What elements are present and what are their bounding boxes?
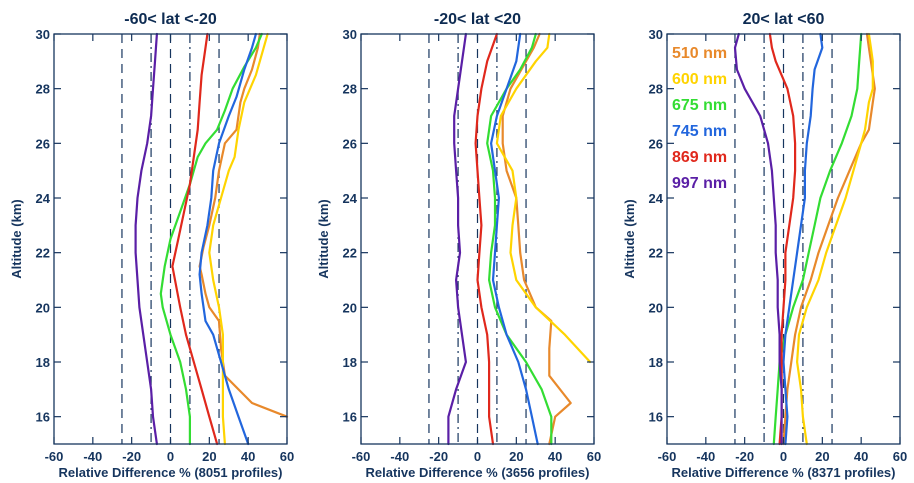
y-tick-label: 16 (36, 410, 50, 425)
series-line-869-nm (768, 32, 797, 446)
panel-1 (53, 32, 289, 446)
x-axis-label: Relative Difference % (8371 profiles) (672, 465, 896, 480)
y-tick-label: 20 (343, 300, 357, 315)
series-line-600-nm (796, 32, 874, 446)
series-line-675-nm (159, 32, 263, 446)
chart-title: -20< lat <20 (434, 11, 521, 28)
y-tick-label: 28 (649, 82, 663, 97)
x-tick-label: 60 (893, 449, 907, 464)
y-tick-label: 20 (649, 300, 663, 315)
x-tick-label: 0 (474, 449, 481, 464)
series-line-510-nm (782, 32, 876, 446)
y-tick-label: 16 (649, 410, 663, 425)
y-tick-label: 26 (649, 136, 663, 151)
x-tick-label: 40 (854, 449, 868, 464)
x-tick-label: 40 (241, 449, 255, 464)
y-tick-label: 24 (36, 191, 51, 206)
y-tick-label: 24 (649, 191, 664, 206)
x-tick-label: -20 (735, 449, 754, 464)
y-tick-label: 22 (343, 246, 357, 261)
y-tick-label: 18 (343, 355, 357, 370)
series-line-675-nm (486, 32, 553, 446)
series-line-869-nm (474, 32, 498, 446)
x-tick-label: -20 (429, 449, 448, 464)
series-line-997-nm (733, 32, 783, 446)
series-line-869-nm (171, 32, 219, 446)
y-tick-label: 20 (36, 300, 50, 315)
x-tick-label: 0 (780, 449, 787, 464)
panel-2 (360, 32, 595, 446)
x-tick-label: 40 (548, 449, 562, 464)
x-tick-label: 0 (167, 449, 174, 464)
x-tick-label: -60 (45, 449, 64, 464)
y-tick-label: 30 (649, 27, 663, 42)
y-tick-label: 26 (343, 136, 357, 151)
series-line-510-nm (501, 32, 572, 446)
y-tick-label: 30 (36, 27, 50, 42)
x-tick-label: 20 (509, 449, 523, 464)
series-line-745-nm (782, 32, 824, 446)
y-axis-label: Altitude (km) (316, 199, 331, 278)
series-line-745-nm (198, 32, 257, 446)
y-tick-label: 22 (649, 246, 663, 261)
x-tick-label: -40 (696, 449, 715, 464)
series-line-510-nm (198, 32, 289, 418)
x-tick-label: 60 (587, 449, 601, 464)
x-tick-label: 20 (815, 449, 829, 464)
y-tick-label: 28 (36, 82, 50, 97)
x-tick-label: -40 (390, 449, 409, 464)
panel-3 (666, 32, 901, 446)
y-axis-label: Altitude (km) (622, 199, 637, 278)
x-tick-label: -60 (352, 449, 371, 464)
y-tick-label: 30 (343, 27, 357, 42)
y-tick-label: 28 (343, 82, 357, 97)
y-tick-label: 26 (36, 136, 50, 151)
series-line-600-nm (208, 32, 269, 446)
legend-entry: 997 nm (672, 175, 727, 192)
legend-entry: 675 nm (672, 97, 727, 114)
y-tick-label: 18 (649, 355, 663, 370)
y-tick-label: 18 (36, 355, 50, 370)
legend-entry: 869 nm (672, 149, 727, 166)
x-tick-label: -40 (83, 449, 102, 464)
y-tick-label: 22 (36, 246, 50, 261)
series-line-997-nm (447, 32, 467, 446)
legend-entry: 510 nm (672, 45, 727, 62)
series-line-600-nm (495, 32, 592, 364)
x-tick-label: 60 (280, 449, 294, 464)
y-axis-label: Altitude (km) (9, 199, 24, 278)
series-line-675-nm (772, 32, 863, 446)
chart-title: 20< lat <60 (743, 11, 825, 28)
series-line-997-nm (134, 32, 158, 446)
x-tick-label: -20 (122, 449, 141, 464)
x-tick-label: -60 (658, 449, 677, 464)
x-axis-label: Relative Difference % (8051 profiles) (59, 465, 283, 480)
series-line-745-nm (490, 32, 539, 446)
legend-entry: 745 nm (672, 123, 727, 140)
x-axis-label: Relative Difference % (3656 profiles) (366, 465, 590, 480)
y-tick-label: 16 (343, 410, 357, 425)
chart-title: -60< lat <-20 (124, 11, 217, 28)
y-tick-label: 24 (343, 191, 358, 206)
x-tick-label: 20 (202, 449, 216, 464)
legend-entry: 600 nm (672, 71, 727, 88)
